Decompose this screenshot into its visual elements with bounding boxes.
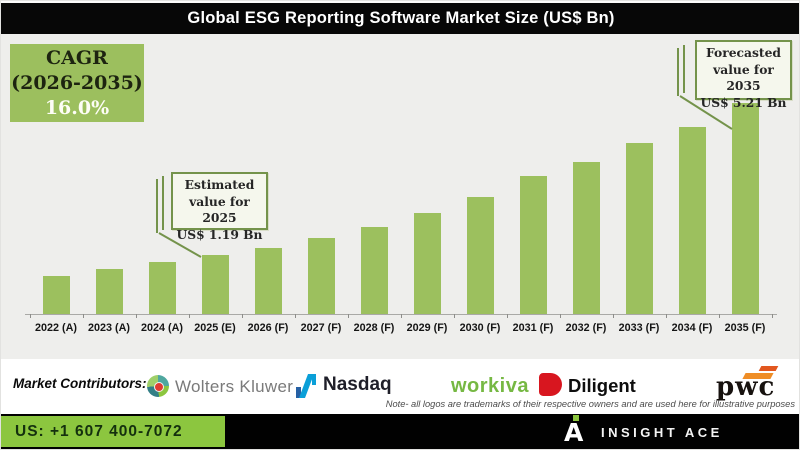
bar-2029 <box>413 213 441 314</box>
bar-2024 <box>148 262 176 314</box>
x-axis-tick <box>241 314 243 318</box>
estimated-value: US$ 1.19 Bn <box>176 226 263 242</box>
bar-2031 <box>519 176 547 314</box>
bar-2033 <box>625 143 653 314</box>
x-axis-label: 2030 (F) <box>459 322 501 334</box>
x-axis-label: 2025 (E) <box>194 322 236 334</box>
chart-area: 2022 (A) 2023 (A) 2024 (A) 2025 (E) 2026 (F)… <box>1 34 799 359</box>
x-axis-tick <box>29 314 31 318</box>
insightace-logo: A <box>561 414 593 449</box>
x-axis-label: 2034 (F) <box>671 322 713 334</box>
bar-2032 <box>572 162 600 314</box>
wolters-kluwer-globe-icon <box>147 375 169 397</box>
diligent-d-icon <box>539 373 562 396</box>
estimated-value-callout: Estimated value for 2025 US$ 1.19 Bn <box>171 172 268 242</box>
brand-name: INSIGHT ACE ANALYTIC <box>601 425 723 440</box>
cagr-value: 16.0% <box>44 97 110 119</box>
cagr-badge: CAGR (2026-2035) 16.0% <box>10 44 144 122</box>
x-axis-tick <box>135 314 137 318</box>
pwc-logo: pwc <box>706 363 796 409</box>
phone-contact-box: US: +1 607 400-7072 <box>1 416 225 447</box>
cagr-period: (2026-2035) <box>11 72 143 94</box>
bar-2028 <box>360 227 388 314</box>
pwc-orange-block-icon <box>758 366 779 371</box>
x-axis-label: 2024 (A) <box>140 322 183 334</box>
estimated-line2: value for 2025 <box>189 193 250 226</box>
x-axis-tick <box>347 314 349 318</box>
x-axis-tick <box>294 314 296 318</box>
x-axis-label: 2026 (F) <box>247 322 289 334</box>
bar-2026 <box>254 248 282 314</box>
phone-number: US: +1 607 400-7072 <box>15 423 183 440</box>
x-axis-label: 2031 (F) <box>512 322 554 334</box>
x-axis-label: 2028 (F) <box>353 322 395 334</box>
x-axis-tick <box>82 314 84 318</box>
forecasted-value-callout: Forecasted value for 2035 US$ 5.21 Bn <box>695 40 792 110</box>
insightace-green-square-icon <box>573 415 579 421</box>
cagr-label: CAGR <box>46 47 108 69</box>
wolters-kluwer-logo: Wolters Kluwer <box>175 377 294 396</box>
insightace-a-icon: A <box>564 418 584 447</box>
x-axis-tick <box>506 314 508 318</box>
bar-2022 <box>42 276 70 314</box>
bar-2023 <box>95 269 123 314</box>
contributors-section: Market Contributors: Wolters Kluwer Nasd… <box>1 359 799 414</box>
bar-2035 <box>731 103 759 314</box>
forecasted-line1: Forecasted <box>705 45 782 60</box>
bar-2030 <box>466 197 494 314</box>
bar-2034 <box>678 127 706 314</box>
x-axis-label: 2023 (A) <box>87 322 130 334</box>
nasdaq-ribbon-icon <box>296 374 316 398</box>
x-axis-tick <box>188 314 190 318</box>
nasdaq-logo: Nasdaq <box>323 374 392 395</box>
x-axis-tick <box>400 314 402 318</box>
diligent-logo: Diligent <box>568 375 636 396</box>
x-axis-label: 2027 (F) <box>300 322 342 334</box>
chart-title: Global ESG Reporting Software Market Siz… <box>187 9 615 27</box>
x-axis-tick <box>453 314 455 318</box>
x-axis-tick <box>612 314 614 318</box>
x-axis-tick <box>771 314 773 318</box>
x-axis-label: 2022 (A) <box>34 322 77 334</box>
forecasted-line2: value for 2035 <box>713 61 774 94</box>
x-axis-label: 2035 (F) <box>724 322 766 334</box>
x-axis-tick <box>665 314 667 318</box>
bar-2027 <box>307 238 335 314</box>
x-axis-tick <box>718 314 720 318</box>
footer-bar: US: +1 607 400-7072 A INSIGHT ACE ANALYT… <box>1 414 799 449</box>
x-axis-label: 2033 (F) <box>618 322 660 334</box>
forecasted-value: US$ 5.21 Bn <box>700 94 787 110</box>
estimated-line1: Estimated <box>184 177 255 192</box>
x-axis-tick <box>559 314 561 318</box>
x-axis-label: 2032 (F) <box>565 322 607 334</box>
workiva-logo: workiva <box>451 375 529 397</box>
bar-2025 <box>201 255 229 314</box>
chart-title-bar: Global ESG Reporting Software Market Siz… <box>1 1 799 34</box>
market-contributors-label: Market Contributors: <box>13 376 147 391</box>
x-axis-label: 2029 (F) <box>406 322 448 334</box>
trademark-note: Note- all logos are trademarks of their … <box>385 399 795 409</box>
